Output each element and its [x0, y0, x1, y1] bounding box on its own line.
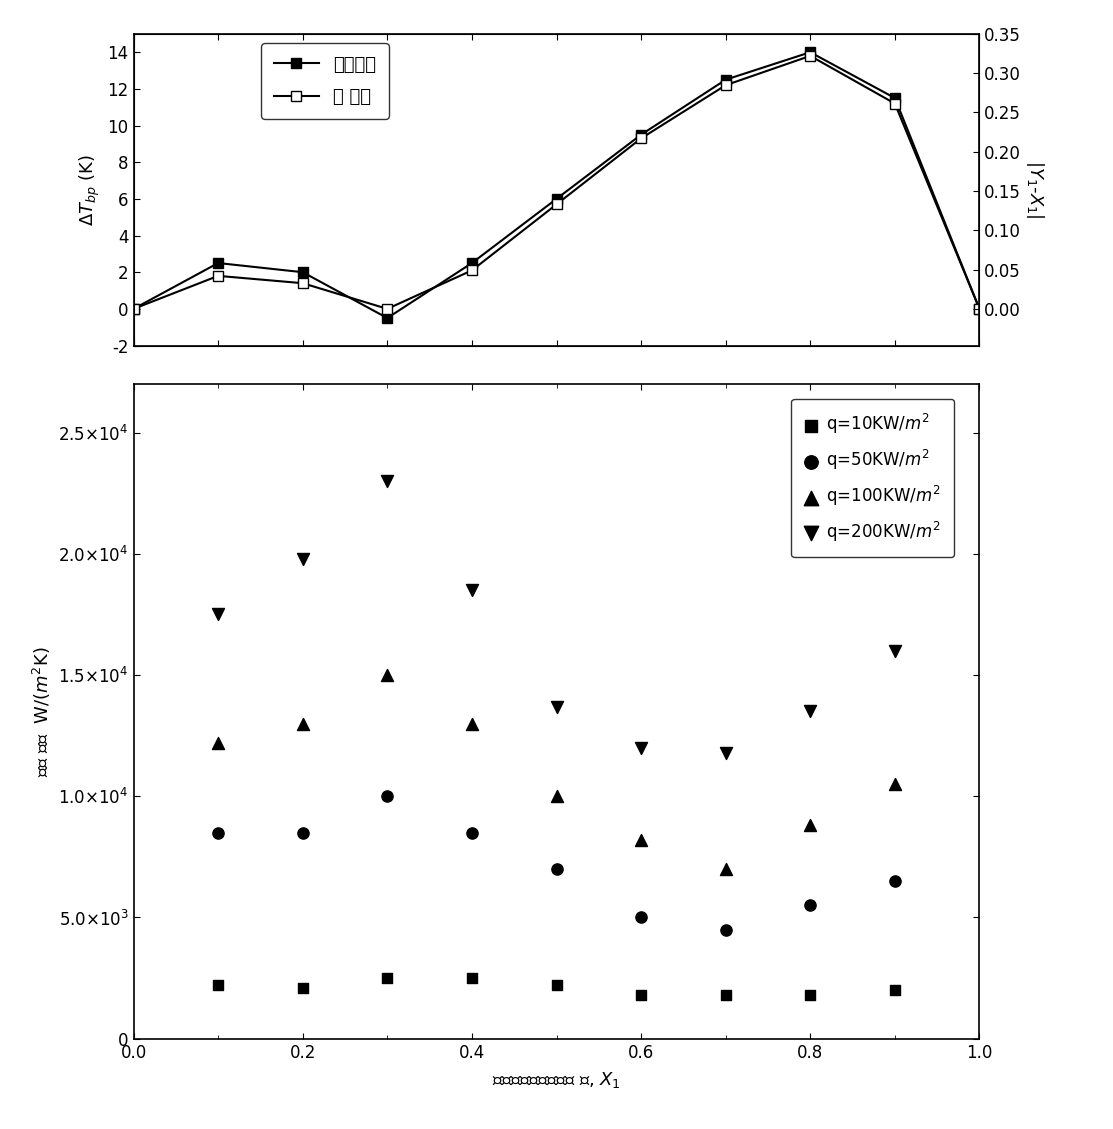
q=200KW/$m^2$	[801, 702, 819, 720]
q=100KW/$m^2$	[548, 787, 565, 805]
q=200KW/$m^2$	[378, 472, 396, 490]
浓 度差	[804, 49, 817, 62]
q=200KW/$m^2$	[209, 605, 227, 623]
q=200KW/$m^2$	[548, 698, 565, 716]
q=50KW/$m^2$	[886, 872, 904, 890]
q=50KW/$m^2$	[294, 823, 312, 841]
泡露点差	[127, 303, 140, 316]
q=10KW/$m^2$	[378, 969, 396, 987]
泡露点差	[381, 312, 394, 325]
泡露点差	[465, 256, 479, 270]
泡露点差	[719, 73, 732, 87]
X-axis label: 异丁烷的液相摩尔浓 度, $X_1$: 异丁烷的液相摩尔浓 度, $X_1$	[492, 1070, 621, 1089]
q=200KW/$m^2$	[717, 744, 735, 762]
浓 度差	[296, 277, 309, 290]
浓 度差	[719, 78, 732, 91]
泡露点差	[211, 256, 225, 270]
q=10KW/$m^2$	[294, 979, 312, 997]
浓 度差	[127, 303, 140, 316]
浓 度差	[381, 303, 394, 316]
q=200KW/$m^2$	[886, 641, 904, 659]
泡露点差	[888, 91, 902, 105]
q=10KW/$m^2$	[632, 986, 650, 1004]
q=50KW/$m^2$	[801, 896, 819, 914]
q=10KW/$m^2$	[886, 981, 904, 999]
q=50KW/$m^2$	[209, 823, 227, 841]
q=10KW/$m^2$	[463, 969, 481, 987]
q=200KW/$m^2$	[294, 550, 312, 568]
q=10KW/$m^2$	[801, 986, 819, 1004]
泡露点差	[296, 265, 309, 279]
q=50KW/$m^2$	[632, 909, 650, 927]
浓 度差	[973, 303, 986, 316]
浓 度差	[211, 269, 225, 282]
q=100KW/$m^2$	[886, 776, 904, 794]
q=100KW/$m^2$	[294, 715, 312, 733]
q=50KW/$m^2$	[378, 787, 396, 805]
q=10KW/$m^2$	[717, 986, 735, 1004]
浓 度差	[888, 97, 902, 111]
泡露点差	[804, 45, 817, 59]
泡露点差	[550, 192, 563, 205]
Y-axis label: |$Y_1$-$X_1$|: |$Y_1$-$X_1$|	[1024, 160, 1046, 219]
浓 度差	[634, 132, 648, 146]
Line: 泡露点差: 泡露点差	[129, 47, 984, 323]
q=100KW/$m^2$	[463, 715, 481, 733]
泡露点差	[634, 128, 648, 141]
q=100KW/$m^2$	[632, 831, 650, 849]
q=50KW/$m^2$	[717, 920, 735, 938]
q=100KW/$m^2$	[378, 666, 396, 684]
浓 度差	[465, 263, 479, 277]
q=50KW/$m^2$	[463, 823, 481, 841]
Line: 浓 度差: 浓 度差	[129, 51, 984, 314]
浓 度差	[550, 198, 563, 211]
Legend: 泡露点差, 浓 度差: 泡露点差, 浓 度差	[262, 43, 388, 119]
q=200KW/$m^2$	[632, 738, 650, 756]
q=10KW/$m^2$	[209, 977, 227, 995]
q=10KW/$m^2$	[548, 977, 565, 995]
Y-axis label: $\Delta T_{bp}$ (K): $\Delta T_{bp}$ (K)	[78, 154, 102, 226]
泡露点差	[973, 303, 986, 316]
q=100KW/$m^2$	[801, 816, 819, 834]
Legend: q=10KW/$m^2$, q=50KW/$m^2$, q=100KW/$m^2$, q=200KW/$m^2$: q=10KW/$m^2$, q=50KW/$m^2$, q=100KW/$m^2…	[791, 399, 954, 557]
q=200KW/$m^2$	[463, 581, 481, 599]
q=50KW/$m^2$	[548, 860, 565, 878]
q=100KW/$m^2$	[209, 734, 227, 752]
Y-axis label: 传热 系数  W/($m^2$K): 传热 系数 W/($m^2$K)	[31, 646, 52, 777]
q=100KW/$m^2$	[717, 860, 735, 878]
